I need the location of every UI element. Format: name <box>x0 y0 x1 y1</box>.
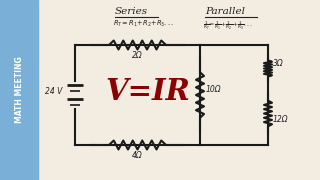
Text: 3Ω: 3Ω <box>273 60 284 69</box>
Text: 2Ω: 2Ω <box>132 51 143 60</box>
Text: Parallel: Parallel <box>205 7 245 16</box>
Text: Series: Series <box>115 7 148 16</box>
Text: V=IR: V=IR <box>106 76 190 105</box>
Text: 10Ω: 10Ω <box>206 86 222 94</box>
Text: $R_T = R_1\!+\!R_2\!+\!R_3...$: $R_T = R_1\!+\!R_2\!+\!R_3...$ <box>113 19 174 29</box>
Text: 12Ω: 12Ω <box>273 116 289 125</box>
Text: 24 V: 24 V <box>44 87 62 96</box>
Bar <box>0 0 38 180</box>
Text: $\frac{1}{R_T}\!=\!\frac{1}{R_1}\!+\!\frac{1}{R_2}\!+\!\frac{1}{R_3}...$: $\frac{1}{R_T}\!=\!\frac{1}{R_1}\!+\!\fr… <box>203 19 253 31</box>
Text: 4Ω: 4Ω <box>132 151 143 160</box>
Text: MATH MEETING: MATH MEETING <box>14 57 23 123</box>
